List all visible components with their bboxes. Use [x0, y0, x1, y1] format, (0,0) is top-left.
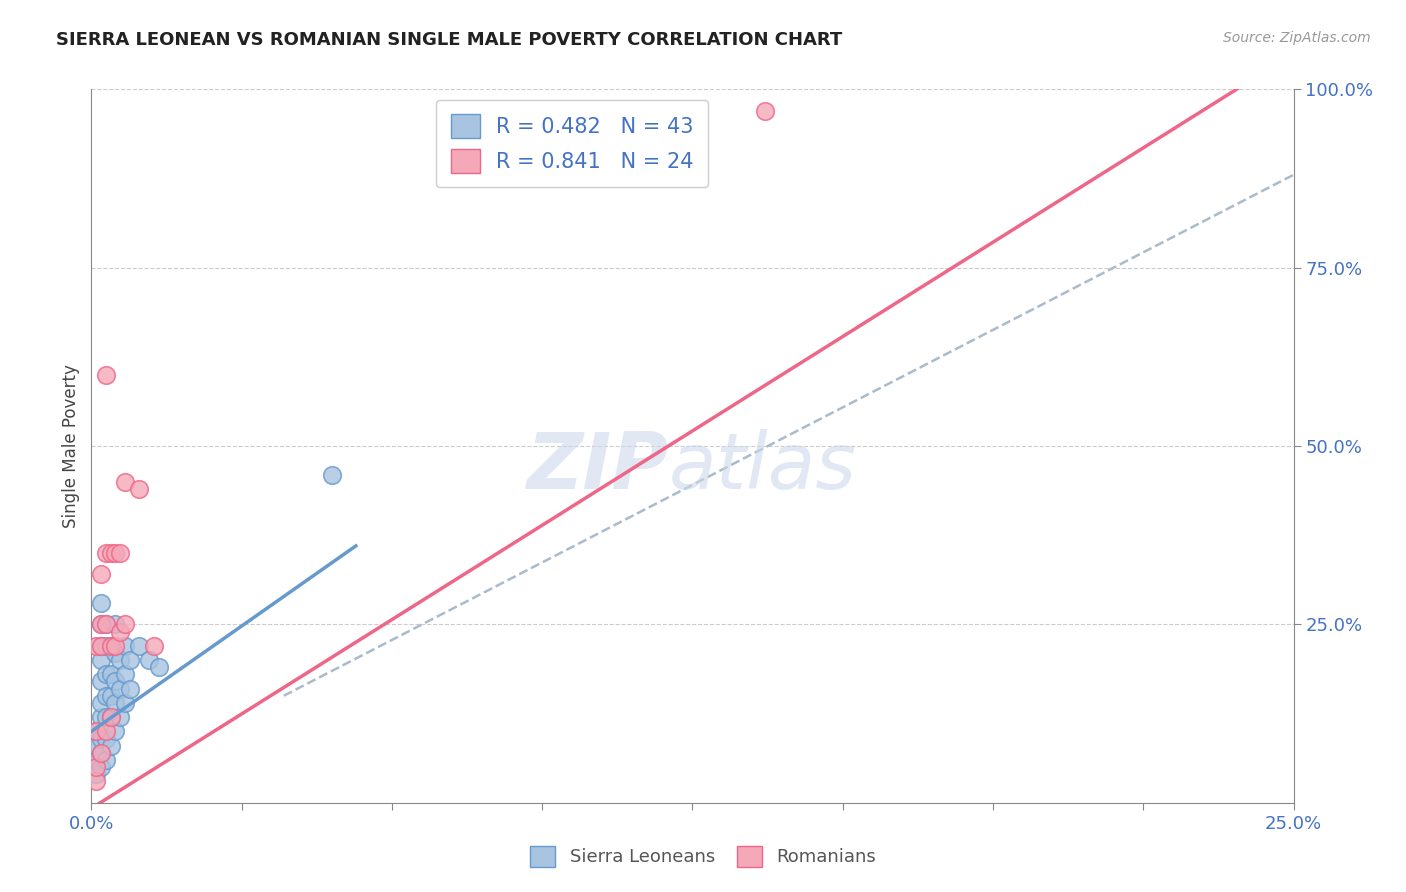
Point — [104, 546, 127, 560]
Point — [94, 667, 117, 681]
Point — [90, 617, 112, 632]
Point — [94, 753, 117, 767]
Point — [114, 696, 136, 710]
Point — [84, 724, 107, 739]
Point — [104, 639, 127, 653]
Point — [84, 760, 107, 774]
Point — [128, 482, 150, 496]
Text: atlas: atlas — [668, 429, 856, 506]
Point — [110, 624, 132, 639]
Point — [94, 731, 117, 746]
Point — [100, 639, 122, 653]
Point — [94, 639, 117, 653]
Point — [100, 639, 122, 653]
Point — [84, 639, 107, 653]
Point — [104, 617, 127, 632]
Point — [100, 689, 122, 703]
Point — [110, 681, 132, 696]
Point — [100, 667, 122, 681]
Point — [321, 467, 343, 482]
Point — [110, 546, 132, 560]
Point — [90, 760, 112, 774]
Point — [90, 596, 112, 610]
Point — [110, 653, 132, 667]
Point — [100, 739, 122, 753]
Point — [84, 753, 107, 767]
Point — [114, 639, 136, 653]
Point — [104, 696, 127, 710]
Point — [90, 710, 112, 724]
Point — [84, 724, 107, 739]
Point — [114, 617, 136, 632]
Point — [90, 746, 112, 760]
Legend: Sierra Leoneans, Romanians: Sierra Leoneans, Romanians — [523, 838, 883, 874]
Point — [104, 724, 127, 739]
Point — [90, 617, 112, 632]
Point — [118, 681, 141, 696]
Point — [138, 653, 160, 667]
Point — [100, 710, 122, 724]
Text: Source: ZipAtlas.com: Source: ZipAtlas.com — [1223, 31, 1371, 45]
Point — [118, 653, 141, 667]
Point — [142, 639, 165, 653]
Point — [104, 674, 127, 689]
Point — [114, 475, 136, 489]
Point — [110, 710, 132, 724]
Point — [94, 710, 117, 724]
Y-axis label: Single Male Poverty: Single Male Poverty — [62, 364, 80, 528]
Point — [100, 710, 122, 724]
Point — [90, 567, 112, 582]
Point — [90, 746, 112, 760]
Point — [100, 546, 122, 560]
Point — [94, 689, 117, 703]
Point — [104, 646, 127, 660]
Point — [94, 724, 117, 739]
Point — [90, 674, 112, 689]
Point — [94, 546, 117, 560]
Point — [94, 617, 117, 632]
Text: ZIP: ZIP — [526, 429, 668, 506]
Point — [90, 639, 112, 653]
Point — [114, 667, 136, 681]
Point — [90, 731, 112, 746]
Point — [90, 639, 112, 653]
Point — [84, 739, 107, 753]
Point — [90, 653, 112, 667]
Point — [94, 617, 117, 632]
Point — [754, 103, 776, 118]
Point — [90, 696, 112, 710]
Point — [84, 767, 107, 781]
Point — [148, 660, 170, 674]
Point — [94, 368, 117, 382]
Point — [84, 774, 107, 789]
Text: SIERRA LEONEAN VS ROMANIAN SINGLE MALE POVERTY CORRELATION CHART: SIERRA LEONEAN VS ROMANIAN SINGLE MALE P… — [56, 31, 842, 49]
Legend: R = 0.482   N = 43, R = 0.841   N = 24: R = 0.482 N = 43, R = 0.841 N = 24 — [436, 100, 709, 187]
Point — [128, 639, 150, 653]
